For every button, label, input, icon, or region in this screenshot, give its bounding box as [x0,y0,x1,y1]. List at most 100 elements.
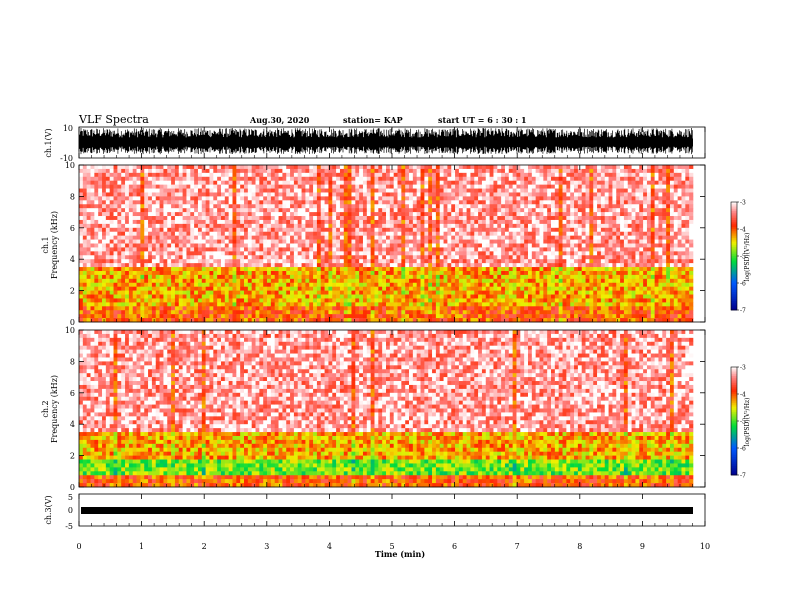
spectrogram-cell [493,298,498,303]
spectrogram-cell [535,219,540,225]
spectrogram-cell [531,318,536,323]
spectrogram-cell [443,176,448,181]
spectrogram-cell [339,239,345,244]
spectrogram-cell [247,278,252,284]
spectrogram-cell [343,223,348,229]
spectrogram-cell [278,302,283,307]
spectrogram-cell [386,290,391,295]
spectrogram-cell [121,255,126,260]
spectrogram-cell [543,200,548,205]
spectrogram-cell [316,219,322,225]
spectrogram-cell [343,294,348,299]
spectrogram-cell [144,294,149,299]
spectrogram-cell [244,306,249,311]
spectrogram-cell [151,286,157,291]
spectrogram-cell [201,286,206,291]
spectrogram-cell [305,251,310,256]
spectrogram-cell [527,188,533,193]
spectrogram-cell [316,172,322,178]
spectrogram-cell [201,184,206,189]
spectrogram-cell [94,251,99,256]
spectrogram-cell [320,216,325,221]
spectrogram-cell [90,180,95,185]
spectrogram-cell [351,172,356,178]
spectrogram-cell [105,251,110,256]
spectrogram-cell [443,259,448,264]
spectrogram-cell [167,204,172,209]
spectrogram-cell [332,212,337,217]
spectrogram-cell [236,310,241,315]
spectrogram-cell [504,286,510,291]
spectrogram-cell [148,282,153,287]
spectrogram-cell [244,247,249,252]
spectrogram-cell [435,251,441,256]
spectrogram-cell [370,274,375,280]
spectrogram-cell [547,235,552,240]
spectrogram-cell [251,208,256,213]
spectrogram-cell [282,208,287,213]
spectrogram-cell [489,310,494,315]
spectrogram-cell [117,286,122,291]
spectrogram-cell [274,278,279,284]
spectrogram-cell [324,216,329,221]
spectrogram-cell [263,196,268,201]
spectrogram-cell [547,306,552,311]
spectrogram-cell [109,165,114,170]
spectrogram-cell [428,204,433,209]
spectrogram-cell [220,184,226,189]
spectrogram-cell [328,227,333,233]
spectrogram-cell [186,318,191,323]
spectrogram-cell [462,227,467,233]
spectrogram-cell [405,255,410,260]
spectrogram-cell [94,294,99,299]
spectrogram-cell [458,219,464,225]
spectrogram-cell [136,188,141,193]
spectrogram-cell [478,282,483,287]
spectrogram-cell [470,204,475,209]
spectrogram-cell [462,255,467,260]
spectrogram-cell [109,172,114,178]
spectrogram-cell [313,282,318,287]
spectrogram-cell [305,302,310,307]
spectrogram-cell [236,200,241,205]
spectrogram-cell [263,255,268,260]
spectrogram-cell [489,204,494,209]
spectrogram-cell [251,219,256,225]
spectrogram-cell [113,200,118,205]
spectrogram-cell [455,223,460,229]
spectrogram-cell [117,267,122,272]
spectrogram-cell [117,192,122,197]
spectrogram-cell [86,243,91,248]
spectrogram-cell [171,216,176,221]
spectrogram-cell [244,223,249,229]
spectrogram-cell [186,180,191,185]
spectrogram-cell [458,180,464,185]
spectrogram-cell [109,302,114,307]
spectrogram-cell [374,282,379,287]
spectrogram-cell [159,255,164,260]
spectrogram-cell [355,188,360,193]
spectrogram-cell [117,231,122,236]
spectrogram-cell [213,172,218,178]
spectrogram-cell [527,212,533,217]
spectrogram-cell [489,318,494,323]
spectrogram-cell [186,290,191,295]
spectrogram-cell [313,212,318,217]
spectrogram-cell [309,278,314,284]
spectrogram-cell [366,227,371,233]
spectrogram-cell [270,172,276,178]
spectrogram-cell [159,184,164,189]
spectrogram-cell [435,176,441,181]
spectrogram-cell [455,231,460,236]
spectrogram-cell [409,306,414,311]
spectrogram-cell [309,263,314,268]
spectrogram-cell [240,176,245,181]
spectrogram-cell [397,306,402,311]
spectrogram-cell [86,176,91,181]
spectrogram-cell [481,192,487,197]
spectrogram-cell [320,219,325,225]
spectrogram-cell [409,219,414,225]
spectrogram-cell [282,255,287,260]
spectrogram-cell [121,290,126,295]
spectrogram-cell [355,223,360,229]
